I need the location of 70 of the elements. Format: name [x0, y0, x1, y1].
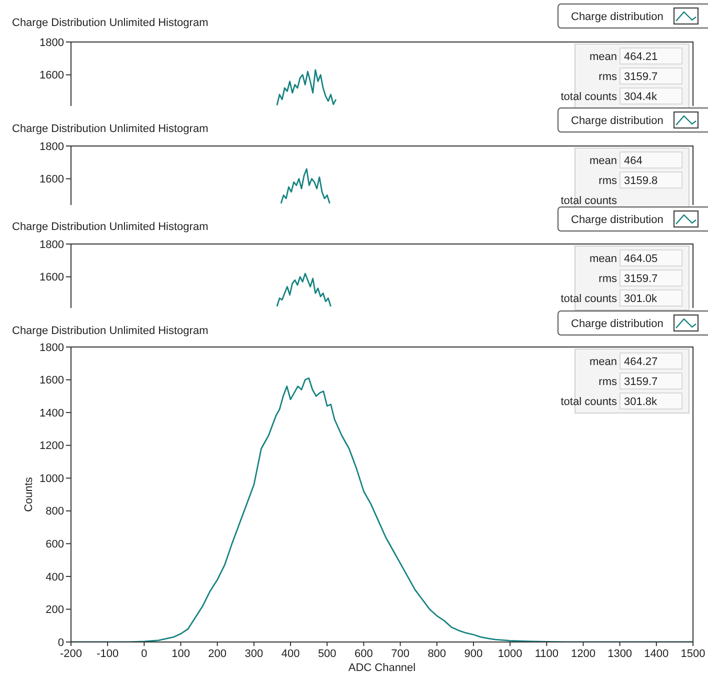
y-tick-label: 0	[58, 636, 64, 649]
annotation: 3159.7	[624, 272, 658, 285]
x-axis-title: ADC Channel	[348, 662, 416, 674]
y-tick-label: 1800	[40, 342, 64, 354]
y-tick-label: 800	[46, 506, 64, 518]
y-tick-label: 1600	[40, 174, 64, 186]
annotation: rms	[598, 272, 618, 285]
x-tick-label: -100	[96, 648, 119, 660]
annotation: mean	[589, 154, 617, 167]
y-tick-label: 1000	[40, 472, 64, 485]
y-tick-label: 1600	[40, 272, 64, 284]
annotation: 304.4k	[624, 90, 658, 103]
chart-title: Charge Distribution Unlimited Histogram	[12, 123, 208, 135]
annotation: rms	[598, 70, 618, 83]
x-tick-label: 900	[464, 648, 483, 660]
legend-label: Charge distribution	[571, 214, 664, 226]
x-tick-label: 1300	[608, 648, 632, 660]
y-axis-title: Counts	[23, 476, 35, 512]
annotation: 301.8k	[624, 396, 658, 408]
x-tick-label: 800	[428, 648, 446, 660]
y-tick-label: 1400	[40, 407, 64, 420]
y-tick-label: 1200	[40, 440, 64, 452]
x-tick-label: 1200	[570, 648, 596, 660]
x-tick-label: 500	[318, 648, 336, 660]
annotation: 3159.7	[624, 70, 658, 83]
annotation: 464.05	[624, 252, 658, 265]
annotation: rms	[598, 174, 618, 187]
x-tick-label: 1100	[534, 648, 558, 660]
annotation: 464.27	[624, 356, 658, 368]
annotation: total counts	[560, 292, 618, 305]
annotation: mean	[589, 356, 617, 368]
y-tick-label: 200	[46, 604, 64, 616]
annotation: total counts	[560, 194, 618, 207]
annotation: total counts	[560, 396, 618, 408]
annotation: 3159.8	[624, 174, 658, 187]
y-tick-label: 1800	[40, 36, 64, 49]
x-tick-label: 1400	[644, 648, 669, 660]
x-tick-label: 0	[141, 648, 148, 660]
annotation: 464.21	[624, 50, 658, 63]
y-tick-label: 1800	[40, 238, 64, 251]
chart-title: Charge Distribution Unlimited Histogram	[12, 17, 208, 29]
x-tick-label: 1000	[498, 648, 522, 660]
annotation: mean	[589, 50, 617, 63]
annotation: rms	[598, 376, 618, 388]
y-tick-label: 1800	[40, 140, 64, 153]
x-tick-label: 100	[172, 648, 190, 660]
annotation: total counts	[560, 90, 618, 103]
x-tick-label: 400	[281, 648, 300, 660]
annotation: 464	[624, 154, 642, 167]
x-tick-label: 700	[391, 648, 410, 660]
line-series	[280, 168, 330, 204]
x-tick-label: 1500	[680, 648, 706, 660]
y-tick-label: 1600	[40, 374, 64, 387]
annotation: mean	[589, 252, 617, 265]
line-series	[276, 69, 337, 106]
x-tick-label: 300	[244, 648, 264, 660]
x-tick-label: -200	[60, 648, 82, 660]
legend-label: Charge distribution	[571, 318, 664, 330]
y-tick-label: 1600	[40, 70, 64, 82]
y-tick-label: 600	[46, 538, 64, 551]
line-series	[276, 272, 332, 308]
y-tick-label: 400	[46, 571, 64, 584]
annotation: 301.0k	[624, 292, 658, 305]
chart-title: Charge Distribution Unlimited Histogram	[12, 325, 208, 337]
legend-label: Charge distribution	[571, 10, 664, 23]
annotation: 3159.7	[624, 376, 658, 388]
chart-title: Charge Distribution Unlimited Histogram	[12, 221, 208, 233]
x-tick-label: 600	[354, 648, 373, 660]
legend-label: Charge distribution	[571, 114, 664, 127]
x-tick-label: 200	[208, 648, 227, 660]
